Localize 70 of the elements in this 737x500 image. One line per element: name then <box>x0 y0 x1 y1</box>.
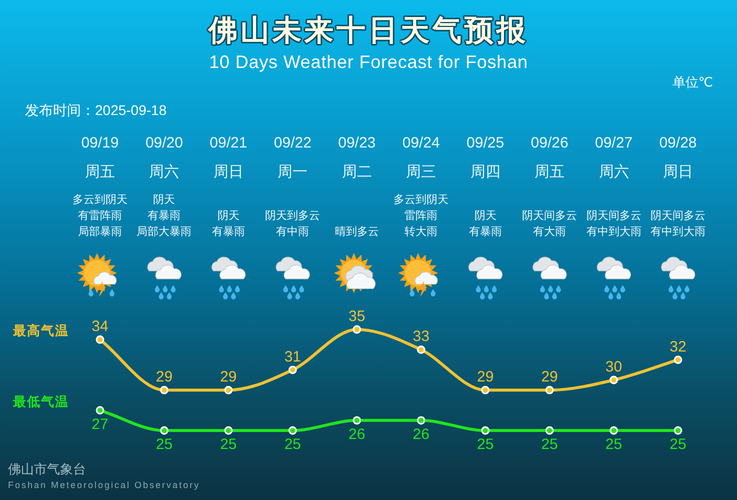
annotation: 阴天间多云 <box>586 210 642 222</box>
data-label: 25 <box>220 436 237 453</box>
x-tick-label: 09/25 <box>466 134 504 152</box>
annotation: 周三 <box>406 164 436 180</box>
annotation: 周二 <box>342 164 372 180</box>
annotation: 周四 <box>470 164 500 180</box>
annotation: 阴天间多云 <box>650 210 706 222</box>
x-tick-label: 09/22 <box>274 134 312 152</box>
x-tick-label: 09/28 <box>659 134 697 152</box>
annotation: 阴天到多云 <box>265 210 320 222</box>
annotation: 有中雨 <box>276 226 310 238</box>
data-label: 32 <box>670 338 686 356</box>
annotation: 有暴雨 <box>468 226 502 238</box>
annotation: 阴天 <box>217 210 240 222</box>
data-label: 35 <box>348 308 366 325</box>
title: 佛山未来十日天气预报 <box>208 15 528 47</box>
annotation: 周日 <box>213 164 244 180</box>
annotation: 阴天 <box>153 194 176 206</box>
annotation: 周六 <box>149 164 180 180</box>
data-label: 25 <box>541 436 558 453</box>
data-label: 25 <box>670 436 686 453</box>
x-tick-label: 09/19 <box>81 134 119 152</box>
annotation: 周日 <box>663 164 693 180</box>
annotation: 雷阵雨 <box>404 210 438 222</box>
data-label: 27 <box>92 416 108 433</box>
annotation: 有中到大雨 <box>586 226 642 238</box>
annotation: 有暴雨 <box>212 226 245 238</box>
data-label: 25 <box>156 436 173 453</box>
data-label: 26 <box>412 426 430 443</box>
data-label: 25 <box>284 436 301 453</box>
annotation: 佛山市气象台 <box>8 462 86 476</box>
x-tick-label: 09/20 <box>145 134 183 152</box>
subtitle: 10 Days Weather Forecast for Foshan <box>209 52 528 72</box>
annotation: 周五 <box>534 164 565 180</box>
data-label: 34 <box>92 318 108 336</box>
annotation: 转大雨 <box>404 226 438 238</box>
annotation: 周一 <box>278 164 308 180</box>
data-label: 33 <box>412 328 430 346</box>
annotation: 阴天 <box>474 210 496 222</box>
legend-label: 最低气温 <box>13 394 69 409</box>
data-label: 26 <box>348 426 366 443</box>
annotation: 有中到大雨 <box>650 226 706 238</box>
data-label: 31 <box>284 348 301 366</box>
annotation: 周六 <box>598 164 629 180</box>
data-label: 29 <box>541 368 558 386</box>
annotation: 晴到多云 <box>334 226 379 238</box>
legend-label: 最高气温 <box>13 323 69 338</box>
annotation: 局部暴雨 <box>78 226 122 238</box>
x-tick-label: 09/23 <box>338 134 376 152</box>
annotation: Foshan Meteorological Observatory <box>8 480 200 490</box>
x-tick-label: 09/21 <box>210 134 248 152</box>
x-tick-label: 09/26 <box>530 134 568 152</box>
data-label: 25 <box>477 436 494 453</box>
annotation: 多云到阴天 <box>72 194 128 206</box>
annotation: 有雷阵雨 <box>78 210 122 222</box>
annotation: 发布时间：2025-09-18 <box>25 102 167 118</box>
data-label: 30 <box>605 358 622 376</box>
annotation: 周五 <box>85 164 115 180</box>
x-tick-label: 09/24 <box>402 134 440 152</box>
annotation: 单位℃ <box>672 74 713 90</box>
data-label: 29 <box>220 368 237 386</box>
annotation: 多云到阴天 <box>394 194 449 206</box>
annotation: 阴天间多云 <box>522 210 578 222</box>
annotation: 局部大暴雨 <box>136 226 192 238</box>
annotation: 有大雨 <box>533 226 566 238</box>
data-label: 25 <box>605 436 622 453</box>
annotation: 有暴雨 <box>148 210 181 222</box>
data-label: 29 <box>477 368 494 386</box>
x-tick-label: 09/27 <box>595 134 633 152</box>
data-label: 29 <box>156 368 173 386</box>
